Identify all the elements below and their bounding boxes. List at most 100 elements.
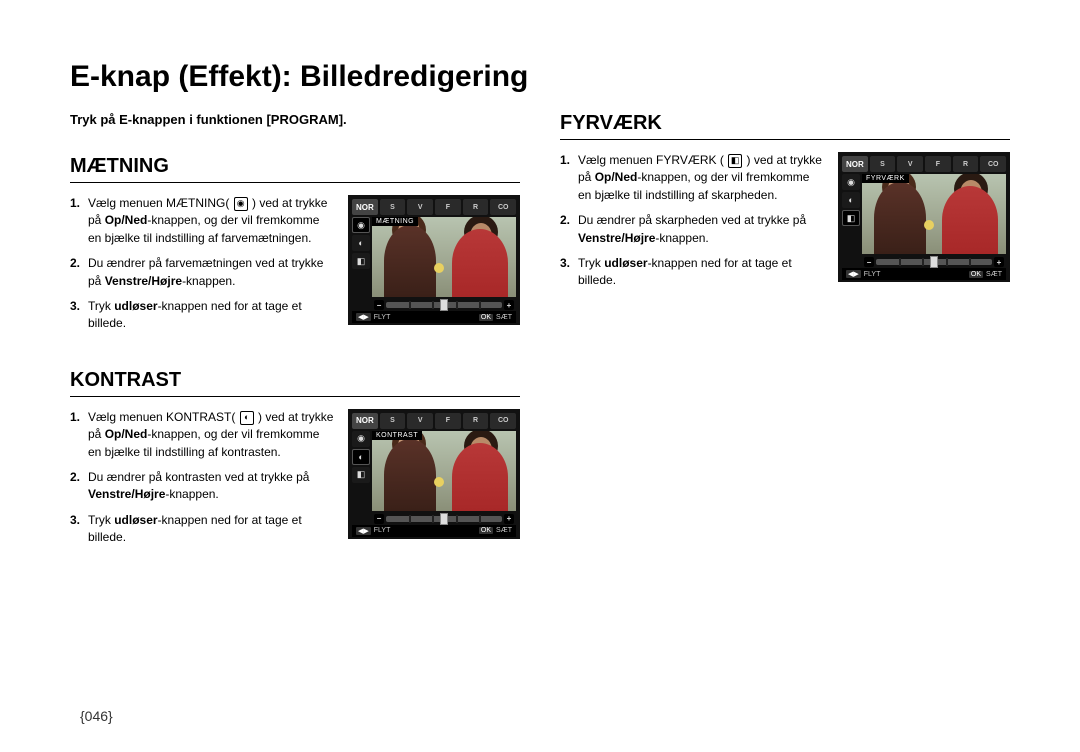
content-columns: Tryk på E-knappen i funktionen [PROGRAM]… — [70, 112, 1010, 582]
step-number: 2. — [70, 255, 88, 290]
step-item: 1.Vælg menuen KONTRAST( ◐ ) ved at trykk… — [70, 409, 336, 461]
lcd-side-icon: ◐ — [842, 192, 860, 208]
slider-plus: + — [504, 300, 514, 310]
step-text: Du ændrer på farvemætningen ved at trykk… — [88, 255, 336, 290]
lcd-tab: F — [435, 199, 461, 215]
step-text: Vælg menuen MÆTNING( ◉ ) ved at trykke p… — [88, 195, 336, 247]
lcd-side-icon: ◐ — [352, 449, 370, 465]
left-column: Tryk på E-knappen i funktionen [PROGRAM]… — [70, 112, 520, 582]
lcd-top-tabs: NORSVFRCO — [842, 156, 1006, 172]
lcd-tab: F — [925, 156, 951, 172]
step-item: 1.Vælg menuen FYRVÆRK ( ◧ ) ved at trykk… — [560, 152, 826, 204]
lcd-side-icon: ◉ — [352, 217, 370, 233]
step-number: 2. — [560, 212, 578, 247]
step-number: 3. — [560, 255, 578, 290]
right-column: FYRVÆRK 1.Vælg menuen FYRVÆRK ( ◧ ) ved … — [560, 112, 1010, 582]
steps-maetning: 1.Vælg menuen MÆTNING( ◉ ) ved at trykke… — [70, 195, 336, 341]
lcd-bottom-bar: ◀▶FLYTOKSÆT — [352, 525, 516, 537]
lcd-tab: V — [407, 413, 433, 429]
lcd-tab: F — [435, 413, 461, 429]
slider-plus: + — [504, 514, 514, 524]
step-text: Du ændrer på kontrasten ved at trykke på… — [88, 469, 336, 504]
lcd-side-icons: ◉◐◧ — [352, 431, 370, 483]
lcd-tab: R — [463, 199, 489, 215]
saturation-icon: ◉ — [234, 197, 248, 211]
lcd-preview — [862, 174, 1006, 254]
lcd-mode-label: KONTRAST — [372, 431, 422, 440]
lcd-side-icon: ◉ — [842, 174, 860, 190]
step-item: 3.Tryk udløser-knappen ned for at tage e… — [560, 255, 826, 290]
lcd-tab: CO — [490, 199, 516, 215]
lcd-tab: V — [897, 156, 923, 172]
section-kontrast: KONTRAST 1.Vælg menuen KONTRAST( ◐ ) ved… — [70, 369, 520, 555]
lcd-slider: −+ — [864, 258, 1004, 266]
move-label: FLYT — [374, 314, 391, 321]
step-text: Vælg menuen KONTRAST( ◐ ) ved at trykke … — [88, 409, 336, 461]
lcd-mode-label: FYRVÆRK — [862, 174, 909, 183]
lcd-bottom-bar: ◀▶FLYT OKSÆT — [842, 268, 1006, 280]
lcd-side-icons: ◉◐◧ — [352, 217, 370, 269]
lcd-side-icon: ◧ — [842, 210, 860, 226]
lcd-side-icons: ◉ ◐ ◧ — [842, 174, 860, 226]
steps-kontrast: 1.Vælg menuen KONTRAST( ◐ ) ved at trykk… — [70, 409, 336, 555]
lcd-side-icon: ◧ — [352, 467, 370, 483]
lcd-side-icon: ◐ — [352, 235, 370, 251]
slider-knob — [930, 256, 938, 268]
lcd-tab: NOR — [352, 413, 378, 429]
step-number: 3. — [70, 512, 88, 547]
step-number: 1. — [70, 195, 88, 247]
lcd-tab: CO — [490, 413, 516, 429]
lcd-tab: NOR — [842, 156, 868, 172]
lcd-top-tabs: NORSVFRCO — [352, 199, 516, 215]
lcd-preview — [372, 431, 516, 511]
slider-minus: − — [864, 257, 874, 267]
move-badge: ◀▶ — [356, 313, 371, 321]
step-item: 2.Du ændrer på skarpheden ved at trykke … — [560, 212, 826, 247]
step-item: 3.Tryk udløser-knappen ned for at tage e… — [70, 512, 336, 547]
lcd-tab: R — [953, 156, 979, 172]
page-title: E-knap (Effekt): Billedredigering — [70, 60, 1010, 94]
lcd-tab: S — [380, 199, 406, 215]
heading-kontrast: KONTRAST — [70, 369, 520, 397]
step-text: Tryk udløser-knappen ned for at tage et … — [88, 298, 336, 333]
step-text: Tryk udløser-knappen ned for at tage et … — [578, 255, 826, 290]
move-label: FLYT — [374, 527, 391, 534]
lcd-kontrast: NORSVFRCOKONTRAST◉◐◧−+◀▶FLYTOKSÆT — [348, 409, 520, 539]
lcd-tab: S — [380, 413, 406, 429]
lcd-tab: CO — [980, 156, 1006, 172]
set-label: SÆT — [496, 527, 512, 534]
lcd-tab: V — [407, 199, 433, 215]
lcd-bottom-bar: ◀▶FLYT OKSÆT — [352, 311, 516, 323]
slider-track — [876, 259, 992, 265]
set-label: SÆT — [496, 314, 512, 321]
section-fyrvaerk: FYRVÆRK 1.Vælg menuen FYRVÆRK ( ◧ ) ved … — [560, 112, 1010, 298]
step-item: 3.Tryk udløser-knappen ned for at tage e… — [70, 298, 336, 333]
slider-minus: − — [374, 300, 384, 310]
page-number: {046} — [80, 708, 113, 724]
lcd-maetning: NORSVFRCOMÆTNING◉◐◧−+◀▶FLYTOKSÆT — [348, 195, 520, 325]
step-item: 2.Du ændrer på farvemætningen ved at try… — [70, 255, 336, 290]
lcd-slider: −+ — [374, 301, 514, 309]
sharpness-icon: ◧ — [728, 154, 742, 168]
set-label: SÆT — [986, 271, 1002, 278]
heading-maetning: MÆTNING — [70, 155, 520, 183]
step-number: 3. — [70, 298, 88, 333]
intro-text: Tryk på E-knappen i funktionen [PROGRAM]… — [70, 112, 520, 127]
lcd-fyrvaerk: NORSVFRCO FYRVÆRK◉ ◐ ◧ −+◀▶FLYT OKSÆT — [838, 152, 1010, 282]
steps-fyrvaerk: 1.Vælg menuen FYRVÆRK ( ◧ ) ved at trykk… — [560, 152, 826, 298]
step-text: Tryk udløser-knappen ned for at tage et … — [88, 512, 336, 547]
contrast-icon: ◐ — [240, 411, 254, 425]
ok-badge: OK — [969, 271, 983, 278]
ok-badge: OK — [479, 314, 493, 321]
move-label: FLYT — [864, 271, 881, 278]
step-number: 1. — [70, 409, 88, 461]
move-badge: ◀▶ — [846, 270, 861, 278]
lcd-slider: −+ — [374, 515, 514, 523]
slider-track — [386, 516, 502, 522]
slider-minus: − — [374, 514, 384, 524]
move-badge: ◀▶ — [356, 527, 371, 535]
lcd-tab: R — [463, 413, 489, 429]
step-number: 2. — [70, 469, 88, 504]
slider-knob — [440, 299, 448, 311]
lcd-preview — [372, 217, 516, 297]
